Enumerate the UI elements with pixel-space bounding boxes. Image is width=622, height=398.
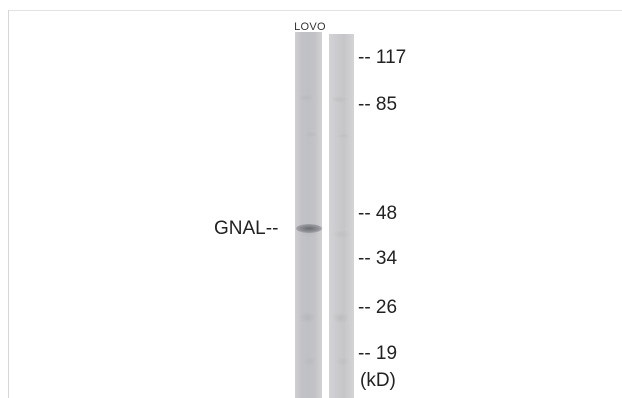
marker-117: -- 117	[358, 47, 407, 68]
lane-background-texture	[329, 34, 354, 398]
panel-top-border	[8, 10, 622, 11]
marker-34: -- 34	[358, 248, 398, 269]
marker-85: -- 85	[358, 94, 398, 115]
gnal-band	[296, 224, 322, 233]
protein-label-gnal: GNAL--	[214, 218, 279, 239]
lane-label-lovo: LOVO	[294, 21, 326, 33]
marker-19: -- 19	[358, 343, 398, 364]
marker-26: -- 26	[358, 297, 398, 318]
marker-lane	[329, 34, 354, 398]
lane-background-texture	[295, 32, 322, 398]
panel-left-border	[8, 10, 9, 398]
marker-48: -- 48	[358, 203, 398, 224]
sample-lane	[295, 32, 322, 398]
unit-label-kd: (kD)	[360, 370, 396, 391]
